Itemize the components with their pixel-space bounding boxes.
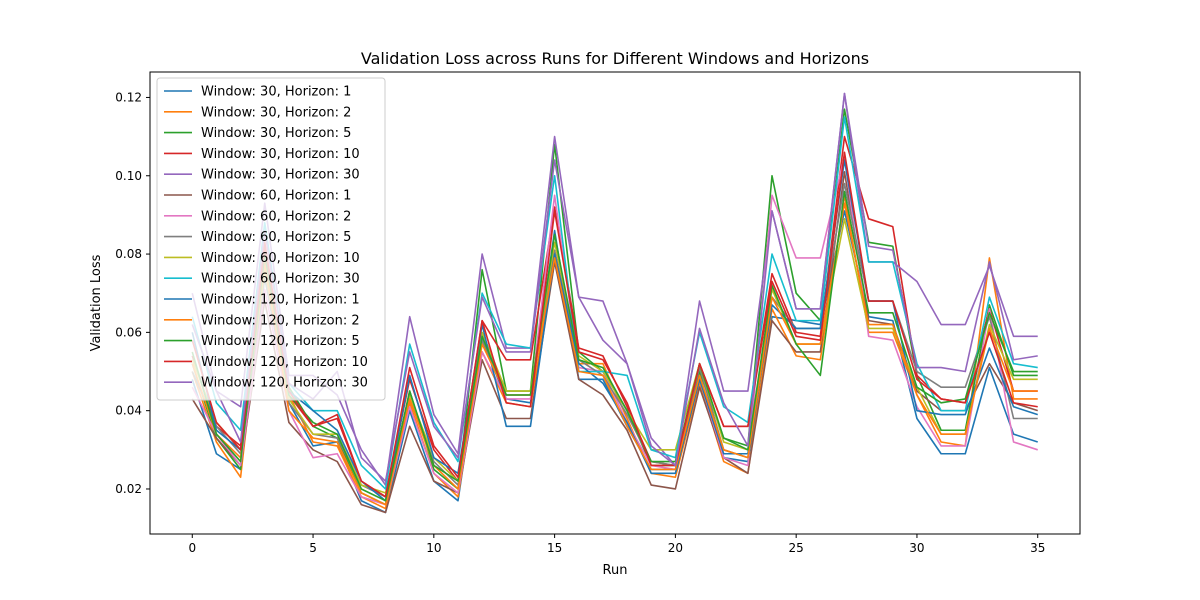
- x-tick-label: 10: [426, 541, 441, 555]
- x-axis-label: Run: [603, 563, 628, 578]
- series-line-10: [191, 159, 1038, 502]
- x-axis-ticks: 0 5 10 15 20 25 30 35: [188, 534, 1045, 555]
- series-line-9: [191, 116, 1038, 490]
- y-tick-label: 0.06: [115, 325, 142, 339]
- series-line-13: [191, 151, 1038, 498]
- legend-label: Window: 60, Horizon: 5: [201, 230, 351, 245]
- y-tick-label: 0.04: [115, 404, 142, 418]
- legend-label: Window: 120, Horizon: 30: [201, 376, 368, 391]
- y-tick-label: 0.08: [115, 247, 142, 261]
- legend-label: Window: 30, Horizon: 1: [201, 85, 351, 100]
- legend-label: Window: 60, Horizon: 1: [201, 189, 351, 204]
- y-tick-label: 0.12: [115, 90, 142, 104]
- legend-label: Window: 120, Horizon: 5: [201, 334, 360, 349]
- legend-label: Window: 30, Horizon: 10: [201, 147, 360, 162]
- y-tick-label: 0.10: [115, 169, 142, 183]
- series-line-6: [191, 155, 1038, 506]
- legend: Window: 30, Horizon: 1 Window: 30, Horizo…: [156, 77, 386, 401]
- legend-label: Window: 30, Horizon: 30: [201, 168, 360, 183]
- x-tick-label: 5: [309, 541, 317, 555]
- x-tick-label: 25: [789, 541, 804, 555]
- legend-label: Window: 30, Horizon: 5: [201, 126, 351, 141]
- series-line-11: [191, 202, 1038, 506]
- legend-label: Window: 120, Horizon: 10: [201, 355, 368, 370]
- chart-title: Validation Loss across Runs for Differen…: [361, 49, 869, 68]
- x-tick-label: 30: [909, 541, 924, 555]
- x-tick-label: 20: [668, 541, 683, 555]
- legend-label: Window: 60, Horizon: 2: [201, 209, 351, 224]
- legend-label: Window: 60, Horizon: 10: [201, 251, 360, 266]
- y-tick-label: 0.02: [115, 482, 142, 496]
- series-line-12: [191, 190, 1038, 502]
- x-tick-label: 15: [547, 541, 562, 555]
- x-tick-label: 0: [188, 541, 196, 555]
- plot-frame: [149, 71, 1081, 535]
- legend-label: Window: 30, Horizon: 2: [201, 105, 351, 120]
- legend-label: Window: 120, Horizon: 1: [201, 293, 360, 308]
- legend-label: Window: 120, Horizon: 2: [201, 313, 360, 328]
- x-tick-label: 35: [1030, 541, 1045, 555]
- y-axis-ticks: 0.02 0.04 0.06 0.08 0.10 0.12: [115, 90, 150, 496]
- y-axis-label: Validation Loss: [89, 254, 104, 351]
- legend-box: [156, 77, 386, 401]
- legend-label: Window: 60, Horizon: 30: [201, 272, 360, 287]
